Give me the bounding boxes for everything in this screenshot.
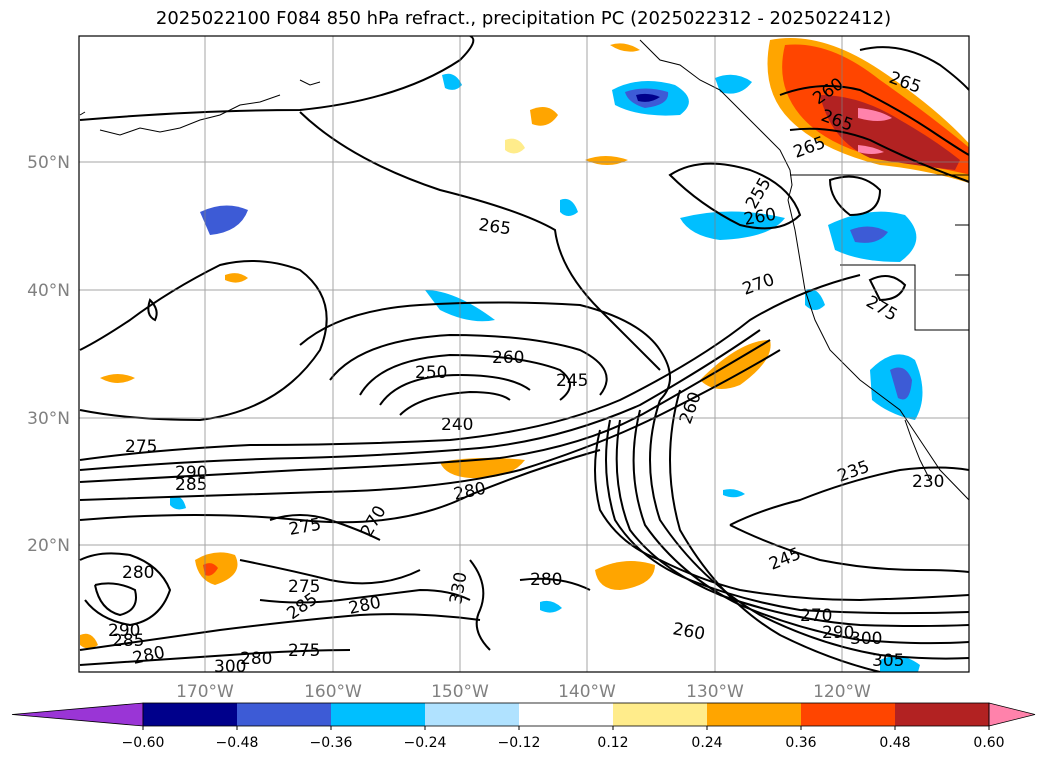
contour-label: 285 — [175, 475, 207, 495]
contour-label: 275 — [125, 437, 157, 457]
precip-negative-area — [170, 496, 186, 510]
colorbar-extend-high — [988, 702, 1036, 727]
precip-positive-area — [858, 108, 892, 121]
map-title: 2025022100 F084 850 hPa refract., precip… — [155, 8, 892, 29]
precip-negative-area — [560, 198, 578, 216]
colorbar-bin — [331, 703, 425, 726]
contour-label: 285 — [112, 631, 144, 651]
latitude-labels: 50°N 40°N 30°N 20°N — [27, 153, 70, 556]
longitude-labels: 170°W 160°W 150°W 140°W 130°W 120°W — [176, 682, 871, 702]
contour-label: 300 — [214, 657, 246, 677]
lat-label: 30°N — [27, 409, 70, 429]
contour-label: 230 — [912, 472, 944, 492]
colorbar-bin — [801, 703, 895, 726]
lon-label: 170°W — [176, 682, 234, 702]
refractivity-contours — [79, 36, 969, 672]
precip-negative-area — [540, 600, 562, 613]
precip-negative-area — [880, 656, 920, 672]
contour-label: 290 — [108, 621, 140, 641]
lon-label: 140°W — [558, 682, 616, 702]
lat-label: 50°N — [27, 153, 70, 173]
colorbar-bin — [237, 703, 331, 726]
colorbar-bin — [707, 703, 801, 726]
colorbar: −0.60 −0.48 −0.36 −0.24 −0.12 0.12 0.24 0.36 0.4… — [11, 702, 1036, 751]
lat-label: 20°N — [27, 536, 70, 556]
precip-positive-area — [100, 374, 135, 383]
colorbar-bin — [613, 703, 707, 726]
lon-label: 130°W — [686, 682, 744, 702]
colorbar-tick-label: −0.36 — [310, 735, 353, 751]
coastlines — [79, 39, 969, 501]
colorbar-tick-label: −0.24 — [404, 735, 447, 751]
colorbar-tick-label: −0.60 — [122, 735, 165, 751]
lon-label: 150°W — [431, 682, 489, 702]
colorbar-bin — [519, 703, 613, 726]
contour-label: 265 — [477, 215, 512, 239]
colorbar-tick-label: −0.48 — [216, 735, 259, 751]
colorbar-tick-label: −0.12 — [498, 735, 541, 751]
precip-positive-area — [225, 273, 248, 283]
contour-label: 260 — [492, 348, 524, 368]
lon-label: 120°W — [813, 682, 871, 702]
colorbar-tick-label: 0.12 — [597, 735, 628, 751]
precip-negative-area — [680, 211, 785, 240]
precip-positive-area — [505, 138, 525, 154]
contour-label: 280 — [122, 563, 154, 583]
contour-label: 290 — [822, 623, 854, 643]
precip-positive-area — [530, 106, 558, 126]
precip-positive-area — [858, 145, 884, 154]
political-borders — [790, 174, 969, 331]
colorbar-bin — [425, 703, 519, 726]
colorbar-tick-label: 0.48 — [879, 735, 910, 751]
precip-negative-area — [715, 74, 752, 94]
precip-positive-area — [610, 43, 640, 52]
contour-label: 280 — [240, 649, 272, 669]
colorbar-extend-low — [11, 702, 144, 727]
contour-label: 270 — [800, 606, 832, 626]
colorbar-tick-label: 0.24 — [691, 735, 722, 751]
precip-positive-area — [820, 95, 960, 170]
contour-label: 290 — [175, 463, 207, 483]
precip-negative-area — [850, 226, 888, 243]
contour-label: 250 — [415, 363, 447, 383]
precip-negative-area — [890, 367, 912, 400]
colorbar-frame — [142, 702, 990, 727]
colorbar-tick-label: 0.36 — [785, 735, 816, 751]
precip-positive-area — [585, 156, 628, 165]
precip-positive-area — [80, 633, 98, 649]
precip-negative-area — [442, 73, 462, 90]
colorbar-tick-label: 0.60 — [973, 735, 1004, 751]
contour-label: 305 — [872, 651, 904, 671]
lat-label: 40°N — [27, 281, 70, 301]
colorbar-bin — [895, 703, 989, 726]
contour-label: 245 — [556, 371, 588, 391]
colorbar-bin — [143, 703, 237, 726]
precip-negative-area — [200, 205, 248, 235]
precip-negative-area — [723, 489, 745, 498]
contour-label: 300 — [850, 629, 882, 649]
precip-positive-area — [203, 563, 218, 576]
contour-label: 280 — [530, 570, 562, 590]
precip-positive-area — [700, 340, 771, 389]
contour-label: 275 — [288, 641, 320, 661]
contour-label: 275 — [288, 577, 320, 597]
precip-negative-area — [636, 93, 660, 102]
precip-positive-area — [595, 561, 655, 590]
contour-label: 240 — [441, 415, 473, 435]
lon-label: 160°W — [304, 682, 362, 702]
precip-shading — [80, 38, 969, 672]
plot-frame — [78, 35, 970, 673]
gridlines — [79, 36, 969, 672]
